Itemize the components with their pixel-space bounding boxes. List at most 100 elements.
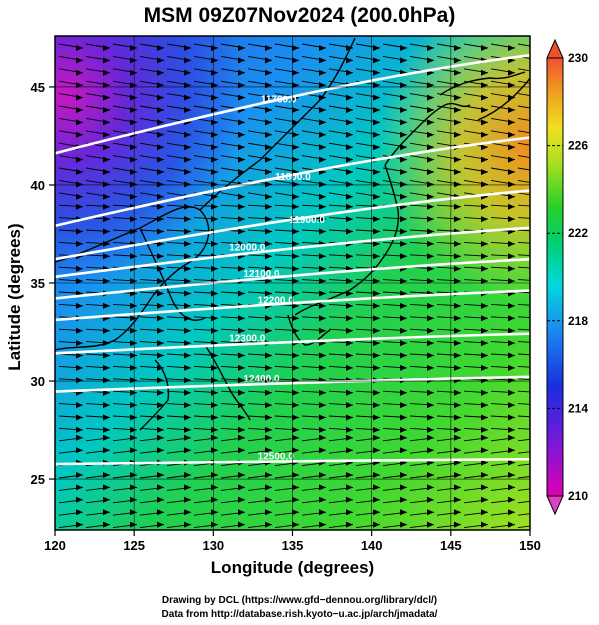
streamline-arrowhead	[454, 414, 461, 421]
streamline-arrowhead	[292, 290, 299, 297]
streamline-arrowhead	[427, 364, 434, 371]
streamline-arrowhead	[184, 181, 191, 188]
streamline-arrowhead	[427, 472, 434, 478]
streamline-arrowhead	[292, 144, 299, 151]
streamline-arrowhead	[373, 131, 380, 138]
streamline-arrowhead	[481, 352, 488, 359]
streamline-arrowhead	[481, 315, 488, 322]
streamline-arrowhead	[535, 194, 542, 200]
streamline-arrowhead	[238, 94, 245, 101]
streamline-arrowhead	[184, 302, 191, 309]
streamline-arrowhead	[238, 364, 245, 371]
y-axis-label: Latitude (degrees)	[5, 223, 24, 371]
streamline-arrowhead	[373, 364, 380, 371]
streamline-arrowhead	[76, 57, 83, 64]
streamline-arrowhead	[508, 434, 515, 441]
streamline-arrowhead	[265, 521, 272, 528]
streamline-arrowhead	[481, 265, 488, 272]
colorbar: 230 226 222 218 214 210	[546, 38, 588, 516]
streamline-arrowhead	[481, 327, 488, 334]
streamline-arrowhead	[184, 509, 191, 516]
streamline-arrowhead	[373, 414, 380, 421]
streamline-arrowhead	[103, 278, 110, 285]
streamline-arrowhead	[508, 521, 515, 528]
streamline-arrowhead	[157, 352, 164, 359]
colorbar-min-arrow	[546, 495, 564, 516]
streamline-arrowhead	[292, 203, 299, 210]
streamline-arrowhead	[211, 107, 218, 113]
streamline-arrowhead	[373, 181, 380, 188]
streamline-arrowhead	[400, 521, 407, 528]
streamline-arrowhead	[427, 340, 434, 347]
streamline-arrowhead	[346, 181, 353, 188]
streamline-arrowhead	[481, 144, 488, 151]
streamline-arrowhead	[535, 484, 542, 490]
streamline-arrowhead	[535, 241, 542, 247]
streamline-arrowhead	[238, 472, 245, 478]
streamline-arrowhead	[292, 447, 299, 454]
streamline-arrowhead	[238, 426, 245, 433]
streamline-arrowhead	[481, 253, 488, 260]
streamline-arrowhead	[427, 144, 434, 151]
streamline-arrowhead	[76, 402, 83, 409]
streamline-arrowhead	[265, 402, 272, 409]
streamline-arrowhead	[157, 203, 164, 210]
streamline-arrowhead	[508, 169, 515, 175]
streamline-arrowhead	[292, 521, 299, 528]
streamline-arrowhead	[535, 144, 542, 150]
streamline-arrowhead	[319, 521, 326, 528]
streamline-arrowhead	[238, 57, 245, 64]
streamline-arrowhead	[319, 253, 326, 260]
streamline-arrowhead	[157, 509, 164, 516]
streamline-arrowhead	[238, 228, 245, 235]
streamline-arrowhead	[184, 352, 191, 359]
streamline-arrowhead	[535, 472, 542, 478]
streamline-arrowhead	[211, 484, 218, 491]
streamline-arrowhead	[157, 496, 164, 503]
streamline-arrowhead	[130, 364, 137, 371]
streamline-arrowhead	[400, 228, 407, 235]
streamline-arrowhead	[508, 459, 515, 466]
streamline-arrowhead	[454, 94, 461, 101]
streamline-arrowhead	[508, 352, 515, 359]
streamline-arrowhead	[535, 509, 542, 515]
streamline-arrowhead	[265, 94, 272, 101]
streamline-arrowhead	[535, 522, 542, 528]
streamline-arrowhead	[319, 203, 326, 210]
streamline-arrowhead	[157, 228, 164, 235]
colorbar-tick-label: 210	[568, 489, 588, 503]
streamline-arrowhead	[481, 119, 488, 126]
streamline-arrowhead	[238, 203, 245, 210]
streamline-arrowhead	[400, 402, 407, 409]
streamline-arrowhead	[157, 414, 164, 421]
streamline	[517, 328, 530, 331]
streamline-arrowhead	[103, 193, 110, 200]
streamline-arrowhead	[130, 253, 137, 260]
streamline-arrowhead	[535, 315, 542, 321]
streamline-arrowhead	[346, 484, 353, 491]
streamline-arrowhead	[319, 69, 326, 76]
streamline-arrowhead	[481, 484, 488, 491]
streamline	[517, 451, 530, 454]
streamline-arrowhead	[76, 352, 83, 359]
contour-label: 12000.0	[229, 242, 266, 253]
streamline-arrowhead	[103, 402, 110, 409]
streamline-arrowhead	[400, 94, 407, 101]
streamline-arrowhead	[292, 402, 299, 409]
streamline-arrowhead	[346, 57, 353, 64]
streamline-arrowhead	[400, 434, 407, 441]
streamline-arrowhead	[103, 509, 110, 516]
streamline	[517, 463, 530, 467]
streamline-arrowhead	[265, 144, 272, 151]
streamline-arrowhead	[508, 45, 515, 51]
streamline-arrowhead	[103, 216, 110, 223]
streamline-arrowhead	[508, 193, 515, 200]
streamline-arrowhead	[184, 521, 191, 528]
streamline-arrowhead	[157, 107, 164, 113]
streamline-arrowhead	[292, 414, 299, 421]
streamline-arrowhead	[427, 131, 434, 138]
streamline-arrowhead	[265, 352, 272, 359]
streamline-arrowhead	[184, 402, 191, 409]
streamline-arrowhead	[346, 414, 353, 421]
streamline-arrowhead	[508, 302, 515, 309]
